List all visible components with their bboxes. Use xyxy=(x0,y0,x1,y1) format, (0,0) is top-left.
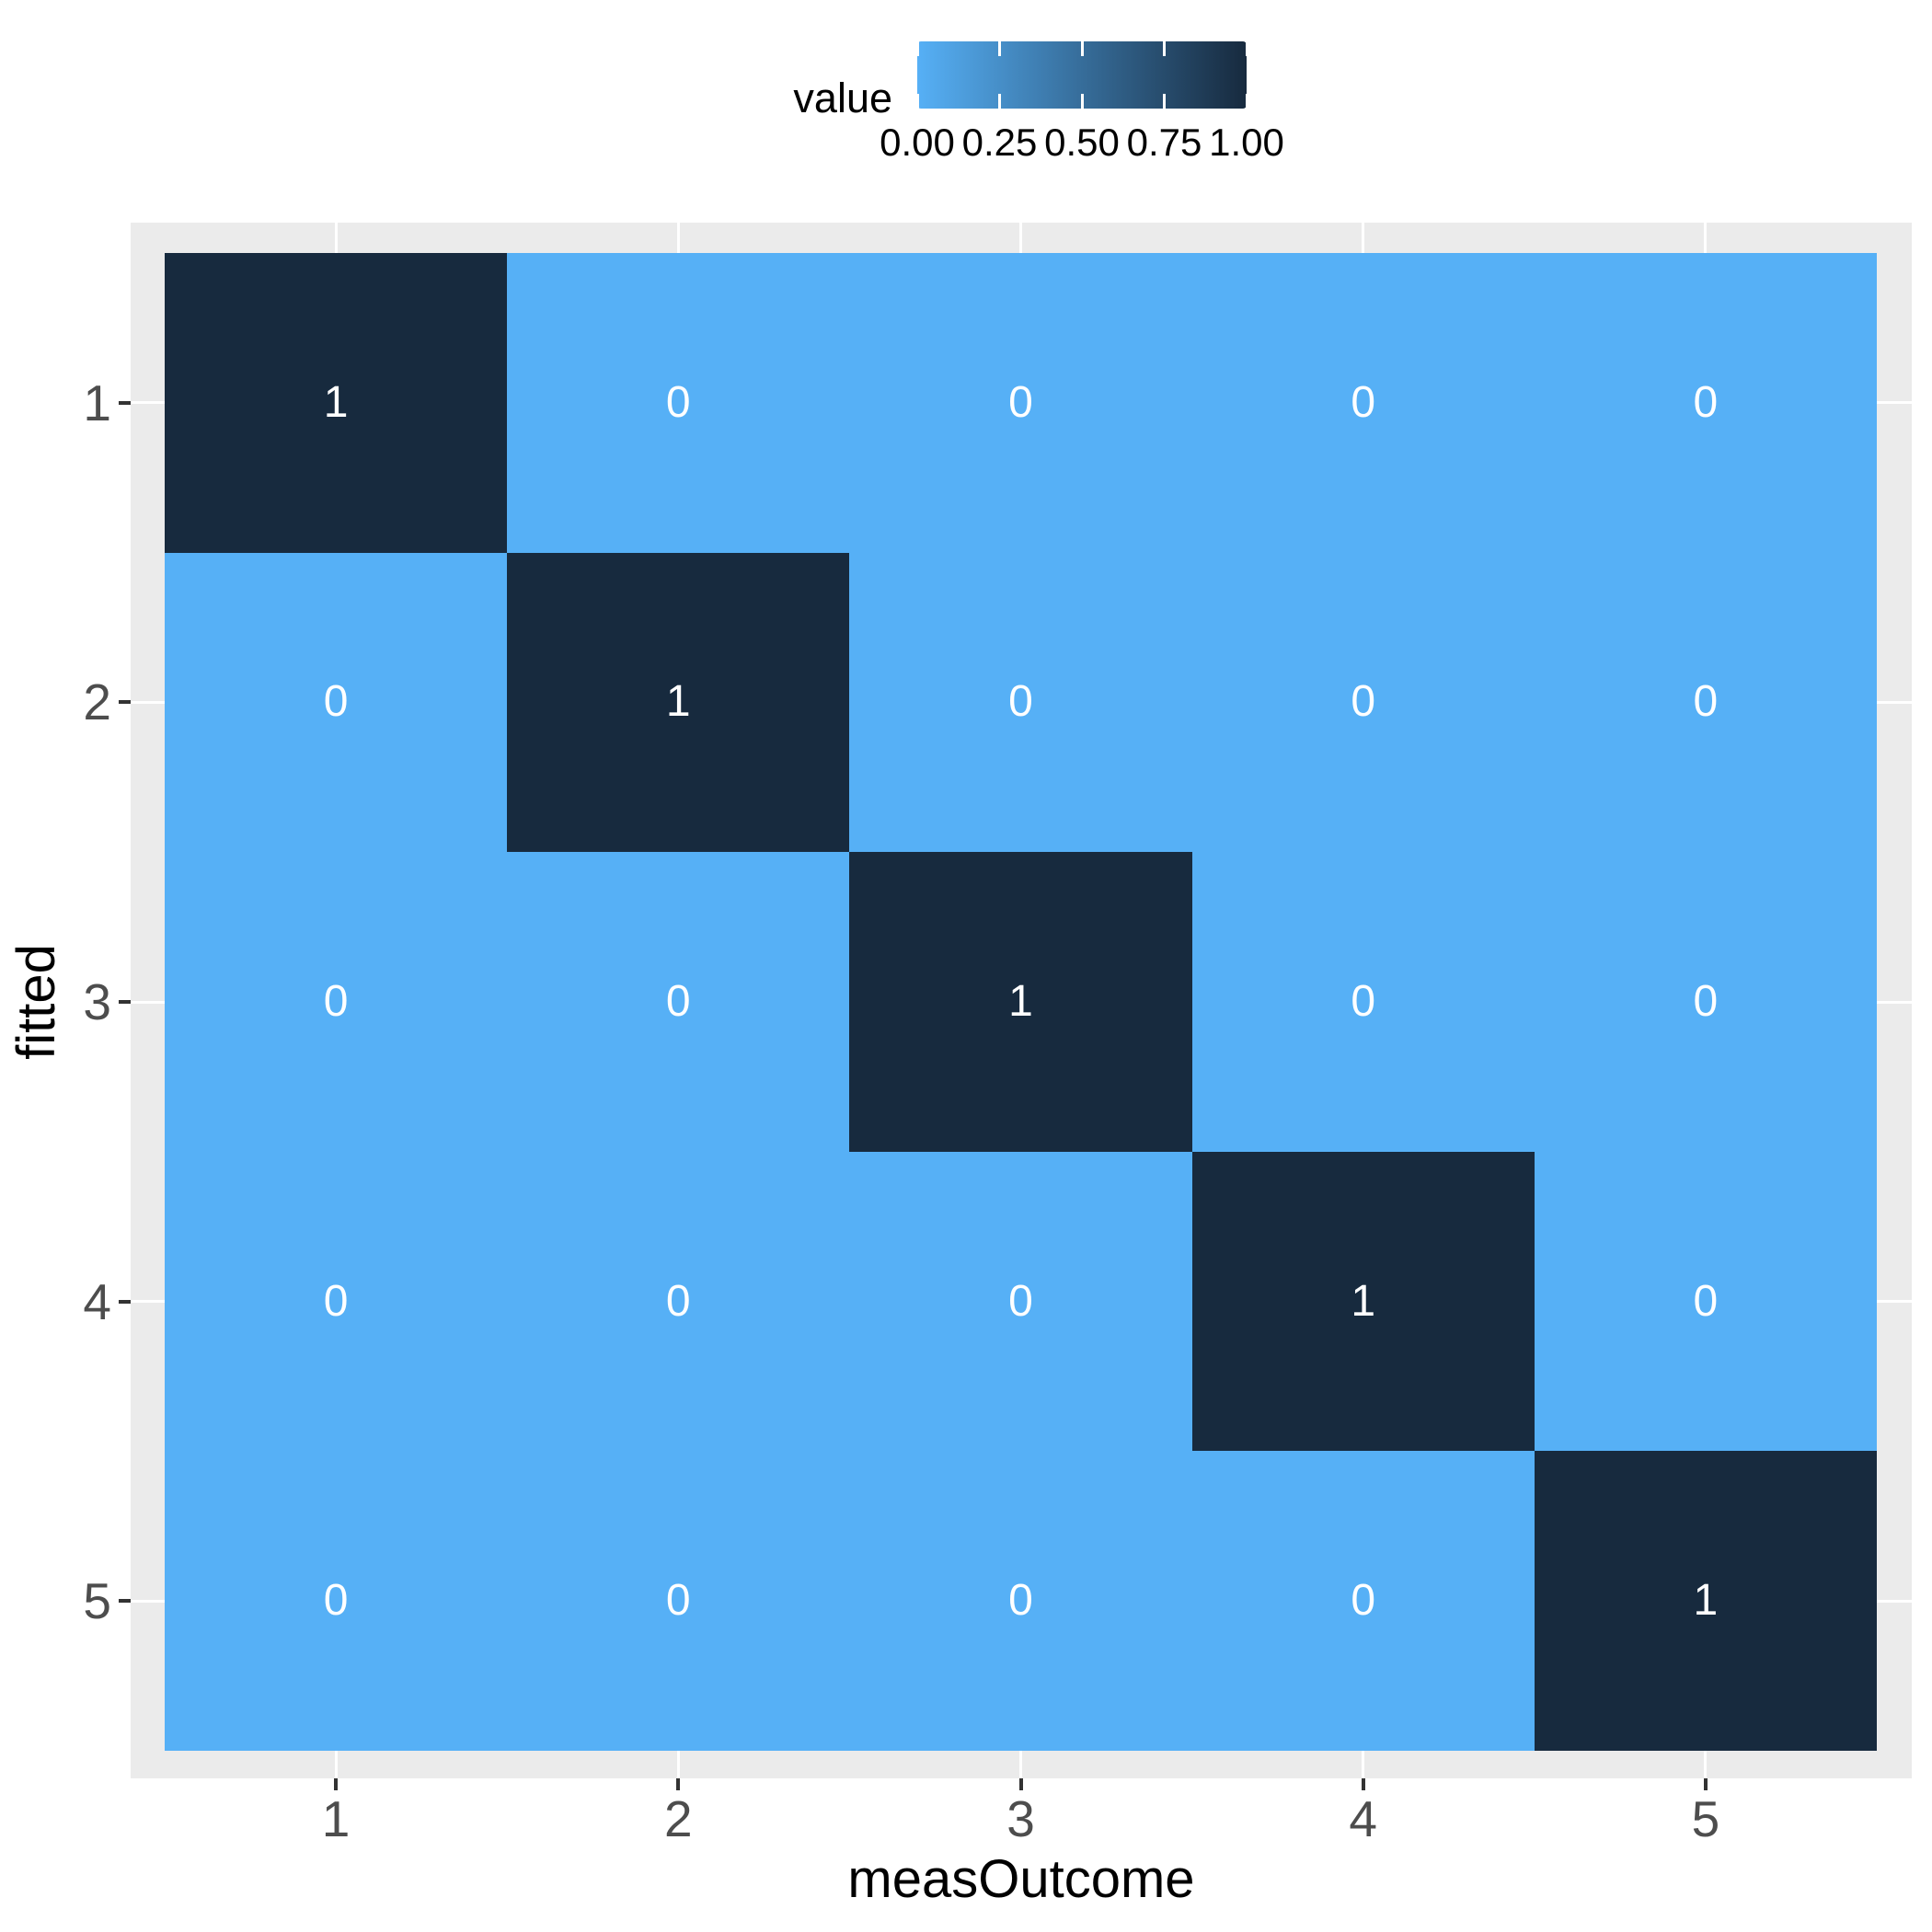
cell-value-label: 0 xyxy=(1008,677,1033,727)
legend-tick-label: 0.00 xyxy=(880,121,955,164)
cell-value-label: 0 xyxy=(1351,976,1376,1026)
heatmap-cell-r2c2: 1 xyxy=(507,552,850,853)
legend-tick-label: 0.25 xyxy=(961,121,1038,164)
heatmap-cell-r1c5: 0 xyxy=(1534,253,1877,553)
legend-tick-mark xyxy=(1163,94,1166,109)
heatmap-cell-r1c4: 0 xyxy=(1191,253,1535,553)
heatmap-cell-r2c1: 0 xyxy=(165,552,508,853)
cell-value-label: 0 xyxy=(1008,377,1033,427)
heatmap-cell-r3c1: 0 xyxy=(165,852,508,1152)
x-axis-tick-mark xyxy=(1018,1778,1023,1790)
heatmap-cell-r5c4: 0 xyxy=(1191,1451,1535,1751)
x-axis-tick-mark xyxy=(1703,1778,1708,1790)
x-axis-tick-mark xyxy=(1361,1778,1365,1790)
x-axis-tick-label: 2 xyxy=(664,1790,693,1847)
cell-value-label: 0 xyxy=(323,677,349,727)
heatmap-cell-r4c4: 1 xyxy=(1191,1151,1535,1452)
x-axis-title: measOutcome xyxy=(847,1849,1195,1909)
legend-tick-mark xyxy=(1245,94,1248,109)
legend-tick-mark xyxy=(998,94,1001,109)
x-axis-tick-label: 4 xyxy=(1349,1790,1377,1847)
cell-value-label: 0 xyxy=(1693,677,1719,727)
legend-title: value xyxy=(793,75,892,121)
heatmap-cell-r2c3: 0 xyxy=(849,552,1192,853)
y-axis-tick-mark xyxy=(119,400,131,405)
cell-value-label: 0 xyxy=(665,377,691,427)
y-axis-tick-mark xyxy=(119,1000,131,1004)
legend-tick-label: 0.75 xyxy=(1126,121,1202,164)
cell-value-label: 0 xyxy=(323,976,349,1026)
heatmap-cell-r3c3: 1 xyxy=(849,852,1192,1152)
x-axis-tick-mark xyxy=(676,1778,681,1790)
cell-value-label: 0 xyxy=(1693,377,1719,427)
y-axis-title: fitted xyxy=(6,944,66,1060)
y-axis-tick-mark xyxy=(119,700,131,705)
plot-panel: 1 0 0 0 0 0 1 0 0 0 0 0 1 0 0 0 0 0 1 0 0 0 0 0 1 xyxy=(131,223,1912,1778)
heatmap-cell-r3c5: 0 xyxy=(1534,852,1877,1152)
heatmap-cell-r4c2: 0 xyxy=(507,1151,850,1452)
cell-value-label: 0 xyxy=(1351,677,1376,727)
y-axis-tick-label: 2 xyxy=(83,673,111,731)
legend-tick-mark xyxy=(1163,41,1166,56)
cell-value-label: 0 xyxy=(1008,1276,1033,1326)
cell-value-label: 1 xyxy=(665,677,691,727)
cell-value-label: 0 xyxy=(665,1276,691,1326)
cell-value-label: 0 xyxy=(665,976,691,1026)
cell-value-label: 1 xyxy=(323,377,349,427)
heatmap-cell-r4c3: 0 xyxy=(849,1151,1192,1452)
legend-tick-label: 0.50 xyxy=(1044,121,1120,164)
heatmap-cell-r5c2: 0 xyxy=(507,1451,850,1751)
heatmap-cell-r3c2: 0 xyxy=(507,852,850,1152)
legend-tick-mark xyxy=(998,41,1001,56)
x-axis-tick-label: 5 xyxy=(1691,1790,1720,1847)
y-axis-tick-mark xyxy=(119,1599,131,1604)
heatmap-cell-r2c5: 0 xyxy=(1534,552,1877,853)
cell-value-label: 0 xyxy=(1351,377,1376,427)
heatmap-cell-r5c3: 0 xyxy=(849,1451,1192,1751)
heatmap-cell-r5c5: 1 xyxy=(1534,1451,1877,1751)
cell-value-label: 0 xyxy=(1351,1576,1376,1626)
y-axis-tick-label: 3 xyxy=(83,973,111,1030)
y-axis-tick-label: 5 xyxy=(83,1572,111,1630)
x-axis-tick-label: 3 xyxy=(1006,1790,1035,1847)
heatmap-cell-r3c4: 0 xyxy=(1191,852,1535,1152)
legend-tick-mark xyxy=(1080,41,1084,56)
heatmap-cell-r1c2: 0 xyxy=(507,253,850,553)
cell-value-label: 1 xyxy=(1351,1276,1376,1326)
legend-tick-label: 1.00 xyxy=(1209,121,1284,164)
cell-value-label: 0 xyxy=(1693,976,1719,1026)
cell-value-label: 0 xyxy=(323,1576,349,1626)
legend-tick-mark xyxy=(1080,94,1084,109)
heatmap-cell-r4c5: 0 xyxy=(1534,1151,1877,1452)
legend-tick-mark xyxy=(915,94,919,109)
y-axis-tick-label: 4 xyxy=(83,1272,111,1330)
x-axis-tick-label: 1 xyxy=(321,1790,351,1847)
legend-tick-mark xyxy=(1245,41,1248,56)
legend-tick-mark xyxy=(915,41,919,56)
x-axis-tick-mark xyxy=(334,1778,339,1790)
y-axis-tick-label: 1 xyxy=(83,374,111,431)
heatmap-cell-r2c4: 0 xyxy=(1191,552,1535,853)
cell-value-label: 0 xyxy=(665,1576,691,1626)
cell-value-label: 1 xyxy=(1693,1576,1719,1626)
y-axis-tick-mark xyxy=(119,1299,131,1304)
heatmap-cell-r5c1: 0 xyxy=(165,1451,508,1751)
cell-value-label: 1 xyxy=(1008,976,1033,1026)
heatmap-cell-r1c3: 0 xyxy=(849,253,1192,553)
heatmap-cell-r4c1: 0 xyxy=(165,1151,508,1452)
cell-value-label: 0 xyxy=(1693,1276,1719,1326)
heatmap-cell-r1c1: 1 xyxy=(165,253,508,553)
cell-value-label: 0 xyxy=(1008,1576,1033,1626)
cell-value-label: 0 xyxy=(323,1276,349,1326)
